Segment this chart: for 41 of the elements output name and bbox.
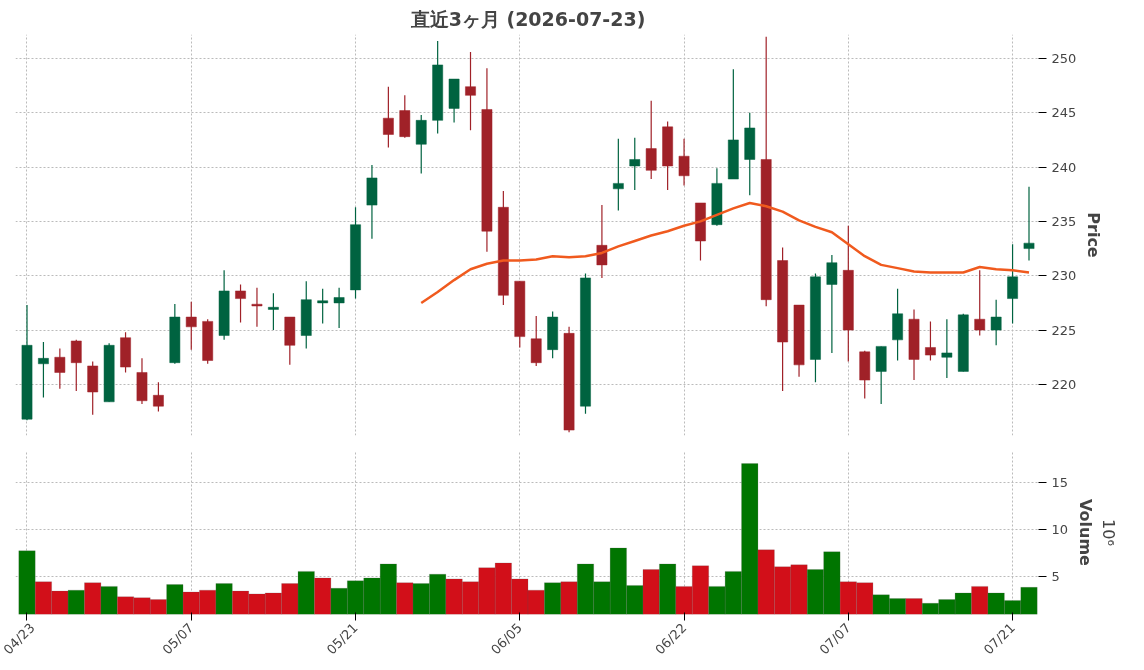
candlestick (925, 320, 936, 362)
candlestick (1023, 186, 1035, 262)
y-tick-label: 235 (1051, 213, 1077, 229)
candlestick (185, 301, 197, 351)
candlestick (1007, 243, 1018, 325)
line-series (419, 201, 1031, 305)
candlestick (974, 269, 986, 337)
y-tick-label: 245 (1051, 105, 1077, 121)
candlestick (54, 347, 66, 390)
candlestick (153, 381, 164, 413)
candlestick (251, 287, 263, 328)
candlestick (678, 138, 690, 187)
candlestick (990, 299, 1002, 346)
candlestick (38, 341, 49, 399)
text: 10⁶ (1098, 519, 1118, 546)
candlestick (629, 137, 641, 191)
y-axis-title: Volume (1076, 499, 1096, 567)
candlestick (333, 287, 345, 329)
candlestick (613, 138, 624, 212)
candlestick (268, 292, 279, 331)
y-tick-label: 225 (1051, 322, 1077, 338)
y-tick-label: 10 (1051, 521, 1069, 537)
candlestick (415, 114, 427, 175)
candlestick (70, 339, 82, 392)
y-tick-label: 250 (1051, 50, 1077, 66)
candlestick (465, 51, 476, 131)
candlestick (596, 204, 608, 279)
candlestick (235, 283, 246, 324)
y-tick-label: 240 (1051, 159, 1077, 175)
y-axis-title: Price (1084, 212, 1104, 258)
candlestick (645, 100, 657, 180)
candlestick (941, 318, 953, 379)
y-tick-label: 220 (1051, 376, 1077, 392)
candlestick (317, 288, 329, 325)
y-tick-label: 230 (1051, 268, 1077, 284)
y-tick-label: 5 (1051, 568, 1060, 584)
candlestick (383, 86, 394, 149)
chart-title: 直近3ヶ月 (2026-07-23) (409, 7, 646, 30)
candlestick (530, 315, 542, 367)
candlestick (826, 254, 838, 354)
y-tick-label: 15 (1051, 474, 1069, 490)
